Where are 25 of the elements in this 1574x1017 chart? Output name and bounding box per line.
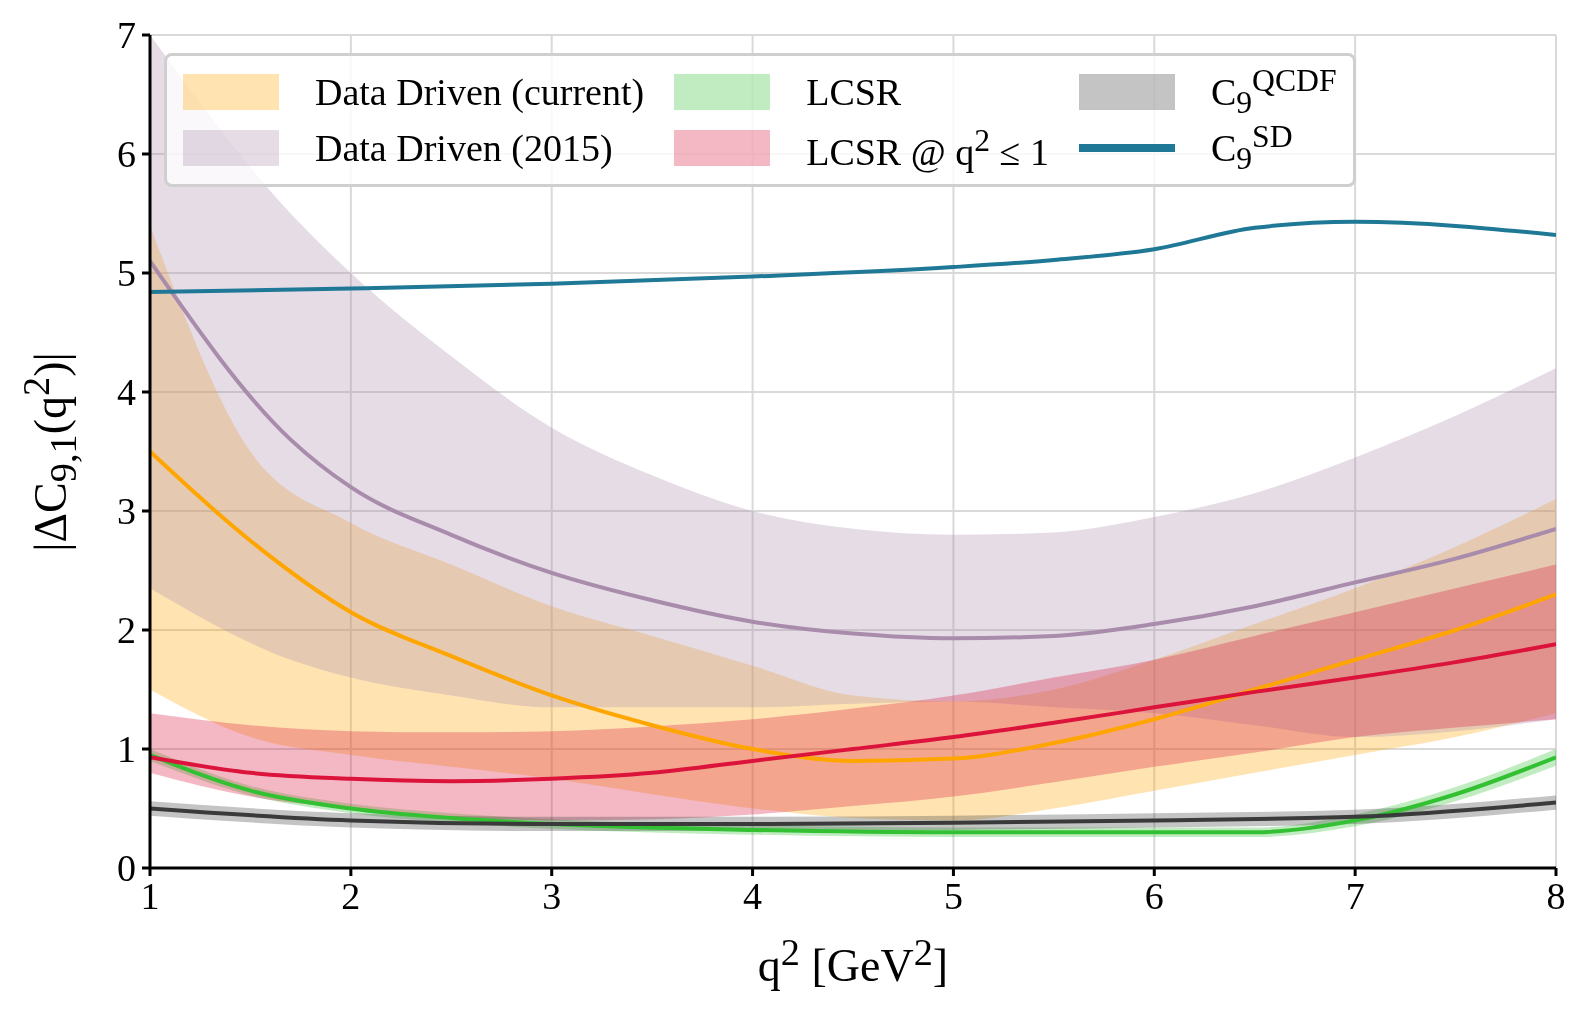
y-tick-label: 2 bbox=[117, 609, 136, 652]
x-tick-label: 8 bbox=[1546, 874, 1566, 917]
legend-label: Data Driven (2015) bbox=[315, 126, 613, 170]
x-tick-label: 5 bbox=[943, 874, 963, 917]
line-series bbox=[150, 642, 1556, 784]
y-tick-label: 4 bbox=[117, 371, 136, 414]
x-tick-label: 2 bbox=[341, 874, 361, 917]
legend-label: LCSR @ q$^{2}$ ≤ 1 bbox=[806, 122, 1049, 174]
legend-label: Data Driven (current) bbox=[315, 70, 645, 114]
line-series bbox=[150, 219, 1556, 295]
y-tick-label: 7 bbox=[117, 14, 136, 57]
x-tick-label: 4 bbox=[743, 874, 763, 917]
legend-label: LCSR bbox=[806, 70, 902, 114]
x-tick-label: 6 bbox=[1144, 874, 1164, 917]
y-tick-label: 3 bbox=[117, 490, 136, 533]
x-tick-label: 7 bbox=[1345, 874, 1365, 917]
line-series bbox=[150, 800, 1556, 826]
line-series bbox=[150, 449, 1556, 763]
y-tick-label: 6 bbox=[117, 133, 136, 176]
y-tick-label: 5 bbox=[117, 252, 136, 295]
x-axis-title: q$^{2}$ [GeV$^{2}$] bbox=[757, 931, 949, 992]
y-tick-label: 0 bbox=[117, 847, 136, 890]
x-tick-label: 3 bbox=[542, 874, 562, 917]
line-series bbox=[150, 259, 1556, 641]
y-tick-label: 1 bbox=[117, 728, 136, 771]
